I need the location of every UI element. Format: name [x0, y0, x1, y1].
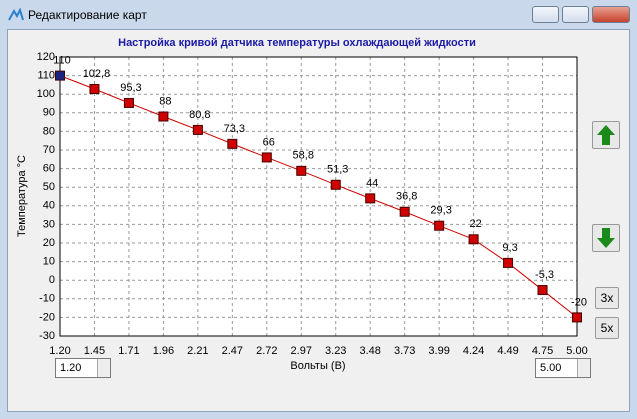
x-tick-label: 3.99: [428, 345, 449, 357]
data-point: [572, 312, 582, 323]
data-point: [434, 220, 445, 231]
app-icon: [8, 8, 24, 21]
value-label: 22: [469, 218, 481, 230]
y-tick-label: 20: [43, 237, 55, 249]
value-label: 88: [159, 95, 171, 107]
value-label: 80,8: [189, 109, 210, 121]
y-tick-label: 60: [43, 163, 55, 175]
value-label: -5,3: [535, 269, 554, 281]
data-point: [89, 83, 100, 94]
x-tick-label: 1.71: [118, 345, 139, 357]
max-voltage-input[interactable]: 5.00: [535, 358, 591, 378]
value-label: 110: [53, 55, 71, 67]
x-tick-label: 1.20: [49, 345, 70, 357]
up-button[interactable]: [592, 121, 620, 149]
value-label: 102,8: [83, 68, 111, 80]
window-title: Редактирование карт: [28, 8, 147, 22]
y-tick-label: 40: [43, 200, 55, 212]
value-label: 9,3: [502, 242, 517, 254]
y-tick-label: 110: [37, 70, 55, 82]
data-point: [158, 111, 169, 122]
value-label: 73,3: [224, 123, 245, 135]
value-label: 51,3: [327, 164, 348, 176]
chart-title: Настройка кривой датчика температуры охл…: [118, 37, 476, 49]
y-tick-label: 50: [43, 181, 55, 193]
y-tick-label: 120: [37, 51, 55, 63]
data-point: [55, 70, 65, 81]
down-arrow: [597, 228, 615, 248]
y-tick-label: 70: [43, 144, 55, 156]
x-tick-label: 2.97: [291, 345, 312, 357]
value-label: 36,8: [396, 191, 417, 203]
y-tick-label: 0: [49, 274, 55, 286]
value-label: 95,3: [120, 82, 141, 94]
up-arrow: [597, 125, 615, 145]
close-button[interactable]: [592, 6, 630, 23]
x-axis-label: Вольты (В): [290, 360, 345, 372]
data-point: [123, 97, 134, 108]
x-tick-label: 3.73: [394, 345, 415, 357]
down-button[interactable]: [592, 224, 620, 252]
data-point: [192, 124, 203, 135]
value-label: 29,3: [430, 205, 451, 217]
data-point: [296, 165, 307, 176]
y-axis-label: Температура °C: [16, 155, 28, 237]
data-point: [537, 285, 548, 296]
value-label: 44: [366, 177, 378, 189]
y-tick-label: -30: [39, 330, 55, 342]
zoom-3x-button[interactable]: 3x: [595, 287, 619, 309]
data-line: [59, 75, 578, 318]
value-label: 58,8: [293, 150, 314, 162]
min-voltage-input[interactable]: 1.20: [55, 358, 111, 378]
data-point: [330, 179, 341, 190]
data-point: [503, 257, 514, 268]
y-tick-label: -10: [39, 293, 55, 305]
x-tick-label: 1.45: [84, 345, 105, 357]
x-tick-label: 3.23: [325, 345, 346, 357]
data-point: [365, 193, 376, 204]
y-tick-label: 10: [43, 256, 55, 268]
y-tick-label: 90: [43, 107, 55, 119]
plot-border: [59, 56, 578, 337]
x-tick-label: 4.24: [463, 345, 484, 357]
data-point: [227, 138, 238, 149]
x-tick-label: 4.49: [497, 345, 518, 357]
x-tick-label: 3.48: [359, 345, 380, 357]
data-point: [261, 152, 272, 163]
y-tick-label: 30: [43, 218, 55, 230]
y-tick-label: 100: [37, 88, 55, 100]
value-label: 66: [263, 136, 275, 148]
minimize-button[interactable]: [532, 6, 559, 23]
maximize-button[interactable]: [562, 6, 589, 23]
value-label: -20: [571, 296, 587, 308]
plot-area: [60, 57, 577, 336]
x-tick-label: 2.72: [256, 345, 277, 357]
data-point: [399, 206, 410, 217]
data-point: [468, 234, 479, 245]
x-tick-label: 2.21: [187, 345, 208, 357]
x-tick-label: 4.75: [532, 345, 553, 357]
x-tick-label: 1.96: [153, 345, 174, 357]
y-tick-label: 80: [43, 125, 55, 137]
y-tick-label: -20: [39, 311, 55, 323]
zoom-5x-button[interactable]: 5x: [595, 317, 619, 339]
x-tick-label: 2.47: [222, 345, 243, 357]
x-tick-label: 5.00: [566, 345, 587, 357]
